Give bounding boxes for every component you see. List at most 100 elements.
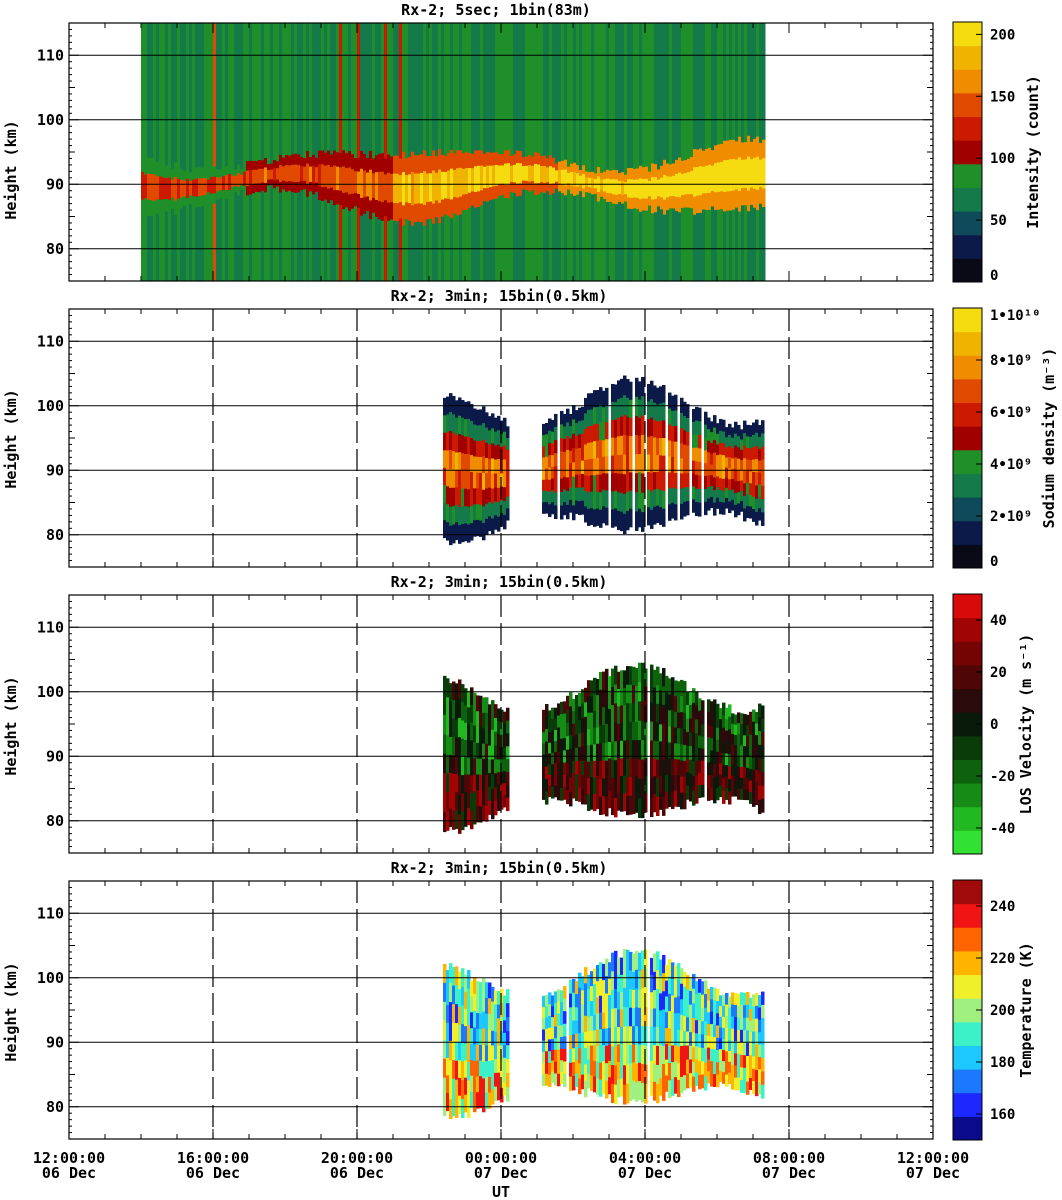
intensity-peak [498, 165, 502, 185]
heatmap-cell [470, 472, 474, 490]
heatmap-cell [629, 740, 633, 760]
heatmap-cell [716, 775, 720, 789]
intensity-column [228, 23, 232, 281]
heatmap-cell [584, 789, 588, 805]
heatmap-cell [671, 441, 675, 458]
heatmap-cell [737, 993, 741, 1007]
heatmap-cell [662, 1082, 666, 1101]
heatmap-cell [545, 1062, 549, 1075]
heatmap-cell [746, 436, 750, 449]
heatmap-cell [734, 493, 738, 506]
heatmap-cell [476, 504, 480, 521]
heatmap-cell [554, 1061, 558, 1074]
heatmap-cell [572, 505, 576, 521]
heatmap-cell [581, 473, 585, 488]
heatmap-cell [689, 1004, 693, 1019]
heatmap-cell [722, 1061, 726, 1073]
heatmap-cell [728, 468, 732, 480]
heatmap-cell [467, 1080, 471, 1100]
heatmap-cell [671, 775, 675, 793]
heatmap-cell [629, 951, 633, 972]
heatmap-cell [677, 681, 681, 698]
heatmap-cell [485, 1092, 489, 1109]
heatmap-cell [608, 1077, 612, 1095]
heatmap-cell [488, 473, 492, 489]
heatmap-cell [698, 760, 702, 774]
heatmap-cell [746, 1017, 750, 1031]
heatmap-cell [734, 1017, 738, 1030]
intensity-column [390, 23, 394, 281]
heatmap-cell [560, 478, 564, 493]
heatmap-cell [704, 1021, 708, 1036]
heatmap-cell [647, 507, 651, 526]
heatmap-cell [611, 971, 615, 991]
heatmap-cell [683, 487, 687, 503]
plot-frame [68, 594, 934, 854]
heatmap-cell [602, 407, 606, 425]
heatmap-cell [458, 452, 462, 471]
heatmap-cell [482, 1028, 486, 1046]
heatmap-cell [698, 1075, 702, 1090]
intensity-peak [402, 172, 406, 206]
intensity-peak [606, 178, 610, 194]
x-tick-time: 12:00:00 [33, 1149, 105, 1167]
heatmap-cell [443, 502, 447, 521]
heatmap-cell [593, 794, 597, 812]
heatmap-cell [560, 738, 564, 752]
intensity-column [246, 23, 250, 281]
heatmap-cell [737, 1029, 741, 1043]
intensity-peak [210, 177, 214, 194]
intensity-column [588, 23, 592, 281]
heatmap-cell [689, 990, 693, 1006]
heatmap-cell [665, 1012, 669, 1029]
heatmap-cell [629, 1026, 633, 1046]
heatmap-cell [476, 1028, 480, 1046]
heatmap-cell [476, 1092, 480, 1109]
heatmap-cell [686, 1017, 690, 1032]
heatmap-cell [563, 725, 567, 739]
heatmap-cell [602, 423, 606, 441]
intensity-peak [693, 167, 697, 197]
heatmap-cell [719, 752, 723, 764]
heatmap-cell [446, 450, 450, 469]
heatmap-cell [626, 758, 630, 779]
heatmap-cell [455, 737, 459, 757]
heatmap-cell [719, 763, 723, 776]
heatmap-cell [662, 402, 666, 421]
heatmap-cell [725, 707, 729, 720]
heatmap-cell [578, 987, 582, 1004]
intensity-peak [372, 173, 376, 198]
heatmap-cell [599, 978, 603, 997]
heatmap-cell [728, 479, 732, 491]
heatmap-cell [704, 1007, 708, 1022]
intensity-peak [636, 179, 640, 198]
heatmap-cell [674, 426, 678, 443]
intensity-peak [168, 177, 172, 200]
intensity-peak [186, 178, 190, 198]
heatmap-cell [464, 1026, 468, 1044]
heatmap-cell [584, 760, 588, 776]
heatmap-cell [491, 473, 495, 489]
heatmap-cell [458, 717, 462, 738]
heatmap-cell [455, 810, 459, 830]
colorbar-segment [953, 234, 982, 259]
heatmap-cell [494, 445, 498, 461]
heatmap-cell [737, 481, 741, 493]
heatmap-cell [464, 809, 468, 827]
heatmap-cell [659, 1044, 663, 1062]
heatmap-cell [638, 1007, 642, 1027]
intensity-column [165, 23, 169, 281]
heatmap-cell [704, 994, 708, 1009]
heatmap-cell [587, 1045, 591, 1061]
heatmap-cell [719, 418, 723, 432]
heatmap-cell [491, 458, 495, 474]
colorbar-segment [953, 880, 982, 905]
heatmap-cell [560, 701, 564, 715]
heatmap-cell [584, 413, 588, 430]
heatmap-cell [584, 983, 588, 1001]
heatmap-cell [557, 775, 561, 789]
heatmap-cell [755, 511, 759, 526]
heatmap-cell [707, 1024, 711, 1037]
heatmap-cell [557, 1073, 561, 1087]
heatmap-cell [452, 1041, 456, 1061]
